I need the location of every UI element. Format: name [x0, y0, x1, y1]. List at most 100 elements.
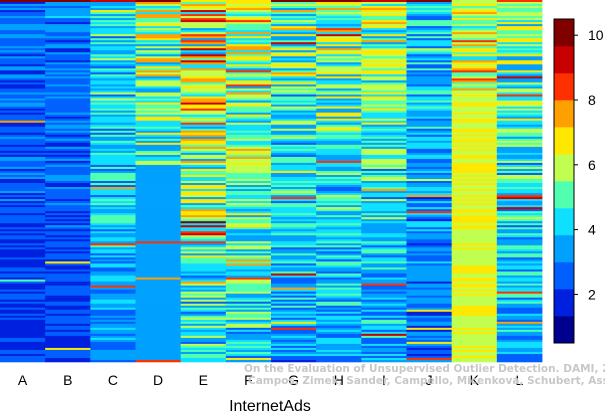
heatmap-cell — [90, 261, 136, 264]
heatmap-cell — [406, 187, 453, 190]
heatmap-cell — [451, 353, 498, 357]
heatmap-cell — [361, 172, 407, 176]
heatmap-cell — [406, 130, 453, 134]
heatmap-cell — [406, 235, 453, 238]
heatmap-cell — [0, 110, 46, 113]
heatmap-cell — [496, 134, 543, 138]
heatmap-cell — [45, 347, 91, 351]
heatmap-cell — [45, 14, 91, 17]
heatmap-cell — [180, 227, 227, 230]
heatmap-cell — [180, 64, 227, 67]
heatmap-cell — [496, 253, 543, 256]
heatmap-cell — [361, 124, 407, 127]
heatmap-cell — [406, 191, 453, 194]
heatmap-cell — [496, 14, 543, 17]
heatmap-cell — [271, 353, 317, 357]
heatmap-cell — [406, 301, 453, 304]
heatmap-cell — [0, 70, 46, 73]
heatmap-cell — [180, 269, 227, 272]
heatmap-cell — [316, 116, 362, 119]
heatmap-cell — [361, 335, 407, 339]
heatmap-cell — [406, 166, 453, 170]
heatmap-cell — [406, 241, 453, 244]
heatmap-cell — [451, 92, 498, 95]
heatmap-cell — [316, 126, 362, 130]
heatmap-cell — [316, 335, 362, 339]
heatmap-cell — [496, 341, 543, 345]
heatmap-cell — [225, 259, 272, 262]
heatmap-cell — [180, 110, 227, 113]
heatmap-cell — [225, 241, 272, 244]
heatmap-cell — [135, 70, 182, 73]
heatmap-cell — [451, 307, 498, 311]
heatmap-cell — [406, 106, 453, 109]
heatmap-cell — [180, 0, 227, 3]
heatmap-cell — [90, 345, 136, 349]
heatmap-cell — [0, 116, 46, 119]
heatmap-cell — [316, 227, 362, 230]
heatmap-cell — [180, 74, 227, 77]
heatmap-cell — [90, 237, 136, 240]
heatmap-cell — [180, 357, 227, 361]
heatmap-cell — [45, 241, 91, 244]
heatmap-cell — [361, 80, 407, 83]
heatmap-cell — [225, 94, 272, 97]
heatmap-cell — [45, 309, 91, 313]
heatmap-cell — [451, 261, 498, 264]
heatmap-cell — [316, 166, 362, 170]
heatmap-cell — [271, 183, 317, 186]
heatmap-cell — [135, 247, 182, 250]
heatmap-cell — [135, 337, 182, 341]
heatmap-cell — [361, 18, 407, 21]
heatmap-cell — [0, 203, 46, 206]
heatmap-cell — [271, 46, 317, 49]
heatmap-cell — [225, 225, 272, 228]
heatmap-cell — [496, 172, 543, 176]
heatmap-cell — [496, 281, 543, 284]
heatmap-cell — [316, 6, 362, 9]
heatmap-cell — [90, 313, 136, 317]
heatmap-cell — [316, 146, 362, 150]
heatmap-cell — [406, 247, 453, 250]
heatmap-cell — [225, 201, 272, 204]
heatmap-cell — [90, 8, 136, 11]
heatmap-cell — [406, 315, 453, 319]
heatmap-cell — [406, 160, 453, 164]
heatmap-cell — [135, 32, 182, 35]
heatmap-cell — [180, 333, 227, 337]
heatmap-cell — [451, 40, 498, 43]
heatmap-cell — [180, 189, 227, 192]
heatmap-cell — [180, 207, 227, 210]
heatmap-cell — [90, 70, 136, 73]
heatmap-cell — [271, 148, 317, 152]
heatmap-cell — [225, 341, 272, 345]
heatmap-cell — [45, 46, 91, 49]
heatmap-cell — [135, 130, 182, 134]
heatmap-cell — [316, 185, 362, 188]
heatmap-cell — [135, 353, 182, 357]
heatmap-cell — [90, 136, 136, 140]
heatmap-cell — [361, 281, 407, 284]
heatmap-cell — [361, 52, 407, 55]
heatmap-cell — [451, 90, 498, 93]
heatmap-cell — [406, 156, 453, 160]
heatmap-cell — [135, 26, 182, 29]
heatmap-cell — [316, 8, 362, 11]
heatmap-cell — [45, 108, 91, 111]
heatmap-cell — [406, 295, 453, 298]
heatmap-cell — [406, 261, 453, 264]
heatmap-cell — [90, 235, 136, 238]
heatmap-cell — [0, 86, 46, 89]
heatmap-cell — [451, 333, 498, 337]
heatmap-cell — [496, 265, 543, 268]
heatmap-cell — [90, 32, 136, 35]
heatmap-cell — [406, 70, 453, 73]
heatmap-cell — [406, 201, 453, 204]
heatmap-cell — [451, 323, 498, 327]
heatmap-cell — [225, 38, 272, 41]
heatmap-cell — [496, 259, 543, 262]
heatmap-cell — [45, 176, 91, 180]
heatmap-cell — [135, 295, 182, 298]
heatmap-cell — [225, 311, 272, 315]
heatmap-cell — [316, 319, 362, 323]
